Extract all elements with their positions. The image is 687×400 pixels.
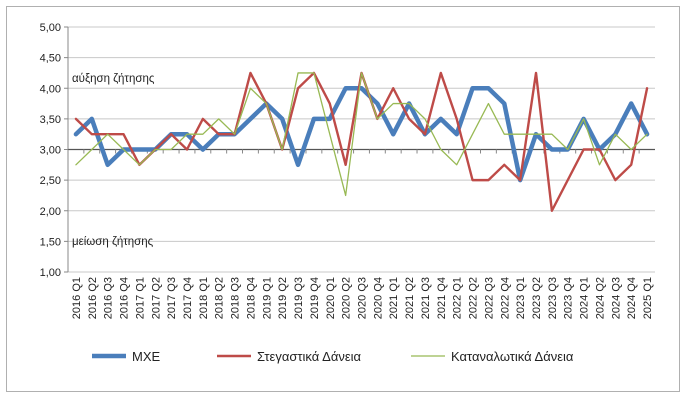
x-tick-label: 2023 Q1 [515,277,527,319]
x-tick-label: 2019 Q3 [293,277,305,319]
x-tick-label: 2019 Q2 [277,277,289,319]
x-tick-label: 2022 Q3 [483,277,495,319]
y-tick-label: 4,00 [40,83,61,95]
x-tick-label: 2024 Q2 [594,277,606,319]
series-lines [73,71,650,212]
y-tick-label: 1,50 [40,236,61,248]
x-tick-label: 2024 Q3 [610,277,622,319]
x-tick-label: 2016 Q1 [71,277,83,319]
x-tick-label: 2020 Q2 [341,277,353,319]
x-tick-label: 2021 Q2 [404,277,416,319]
x-tick-label: 2017 Q1 [134,277,146,319]
x-tick-label: 2021 Q3 [420,277,432,319]
x-tick-label: 2018 Q4 [245,277,257,319]
x-tick-label: 2024 Q1 [579,277,591,319]
x-tick-label: 2023 Q4 [563,277,575,319]
series-line-1 [73,86,650,183]
annotation-increase: αύξηση ζήτησης [72,73,155,85]
legend-label-2: Στεγαστικά Δάνεια [257,349,362,364]
x-tick-label: 2018 Q1 [198,277,210,319]
y-tick-label: 2,50 [40,175,61,187]
x-tick-label: 2022 Q2 [468,277,480,319]
x-tick-label: 2022 Q4 [499,277,511,319]
series-line-2 [74,71,649,212]
y-tick-label: 3,50 [40,114,61,126]
legend-label-3: Καταναλωτικά Δάνεια [451,349,574,364]
gridlines [68,26,655,273]
x-tick-label: 2021 Q4 [436,277,448,319]
x-tick-label: 2019 Q1 [261,277,273,319]
x-tick-label: 2018 Q2 [214,277,226,319]
x-tick-label: 2021 Q1 [388,277,400,319]
chart-frame [6,6,680,392]
x-tick-label: 2019 Q4 [309,277,321,319]
x-tick-label: 2020 Q3 [357,277,369,319]
legend-label-1: ΜΧΕ [132,349,161,364]
x-tick-label: 2017 Q2 [150,277,162,319]
x-tick-label: 2016 Q4 [119,277,131,319]
x-tick-label: 2017 Q3 [166,277,178,319]
x-tick-label: 2016 Q3 [103,277,115,319]
y-tick-label: 3,00 [40,145,61,157]
y-tick-label: 2,00 [40,206,61,218]
y-tick-label: 1,00 [40,267,61,279]
x-tick-label: 2023 Q3 [547,277,559,319]
legend: ΜΧΕ Στεγαστικά Δάνεια Καταναλωτικά Δάνεια [92,349,574,364]
y-tick-label: 5,00 [40,22,61,34]
x-tick-label: 2016 Q2 [87,277,99,319]
x-tick-label: 2025 Q1 [642,277,654,319]
y-axis-ticks: 1,00 1,50 2,00 2,50 3,00 3,50 4,00 4,50 5,00 [40,22,68,279]
x-tick-label: 2020 Q4 [372,277,384,319]
x-tick-label: 2022 Q1 [452,277,464,319]
x-tick-label: 2024 Q4 [626,277,638,319]
x-tick-label: 2017 Q4 [182,277,194,319]
x-tick-label: 2018 Q3 [230,277,242,319]
y-tick-label: 4,50 [40,53,61,65]
x-tick-label: 2023 Q2 [531,277,543,319]
annotation-decrease: μείωση ζήτησης [72,236,154,248]
x-axis-ticks: 2016 Q1 2016 Q2 2016 Q3 2016 Q4 2017 Q1 2017 … [67,149,654,319]
series-line-3 [75,72,648,197]
x-tick-label: 2020 Q1 [325,277,337,319]
